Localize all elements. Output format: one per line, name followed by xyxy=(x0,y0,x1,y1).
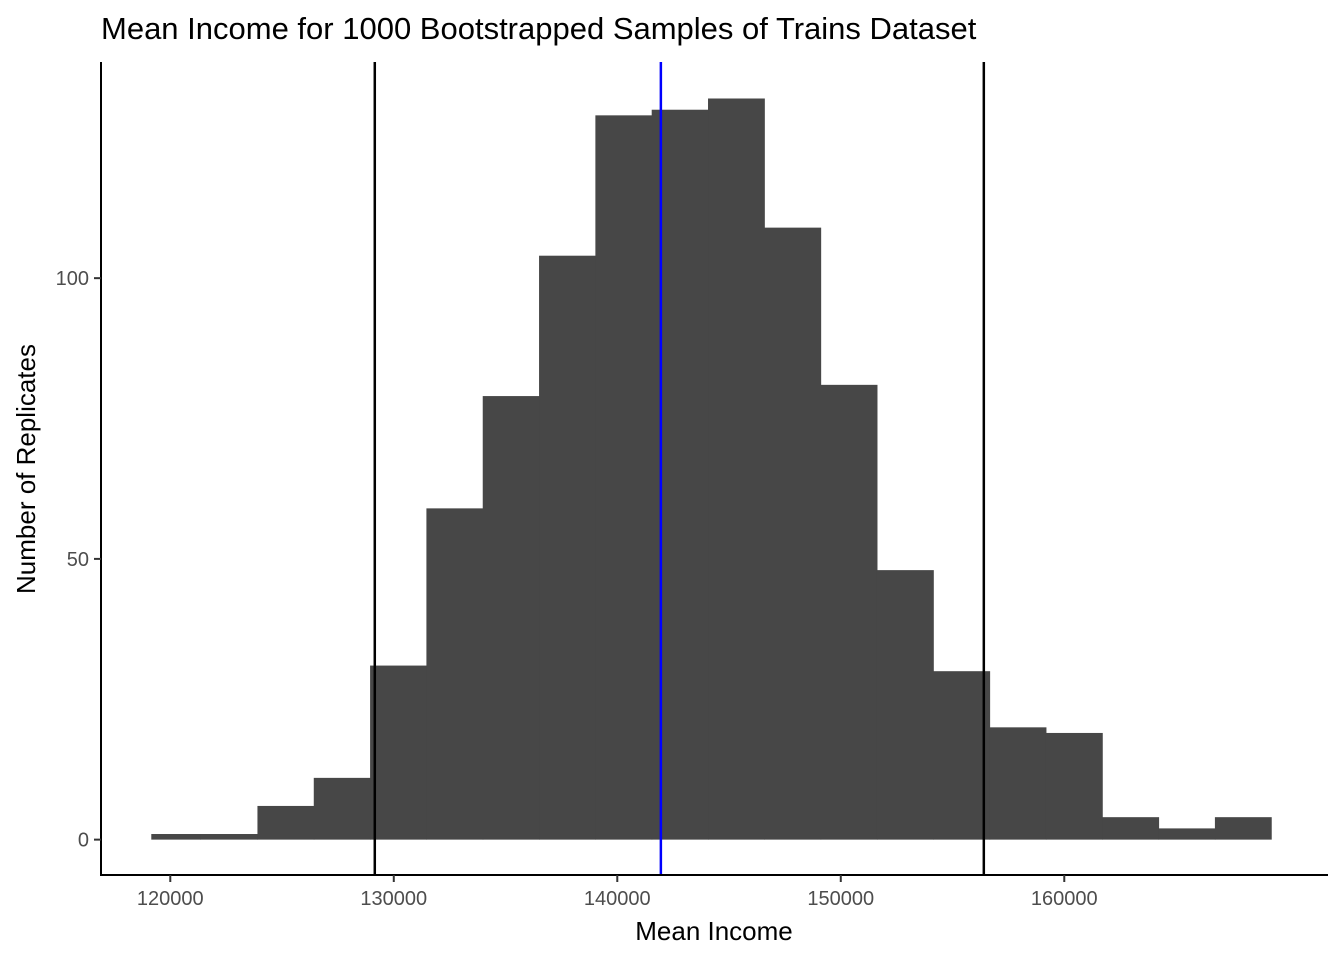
histogram-bar-0 xyxy=(151,834,201,840)
histogram-bar-5 xyxy=(426,508,484,840)
histogram-bar-2 xyxy=(257,805,315,840)
reference-lines xyxy=(373,62,986,875)
histogram-bar-3 xyxy=(313,777,371,840)
x-tick-label: 120000 xyxy=(137,888,204,910)
histogram-bar-18 xyxy=(1158,828,1216,840)
y-tick-label: 100 xyxy=(56,268,89,290)
axes xyxy=(100,62,1328,876)
chart-title: Mean Income for 1000 Bootstrapped Sample… xyxy=(101,11,977,46)
histogram-bar-16 xyxy=(1045,732,1103,840)
histogram-bar-6 xyxy=(482,396,540,840)
y-axis-ticks: 0 50 100 xyxy=(56,268,101,852)
histogram-bar-10 xyxy=(708,98,765,840)
x-axis-ticks: 120000 130000 140000 150000 160000 xyxy=(137,875,1098,910)
x-tick-label: 150000 xyxy=(807,888,874,910)
histogram-bar-14 xyxy=(933,671,991,840)
histogram-bar-19 xyxy=(1214,817,1272,840)
y-tick-label: 0 xyxy=(78,830,89,852)
histogram-bar-15 xyxy=(989,727,1047,840)
histogram-bar-13 xyxy=(876,570,934,840)
x-axis-title: Mean Income xyxy=(635,916,793,946)
x-tick-label: 160000 xyxy=(1031,888,1098,910)
x-tick-label: 130000 xyxy=(360,888,427,910)
histogram-bar-11 xyxy=(764,227,822,840)
histogram-bar-1 xyxy=(200,834,258,840)
histogram-bar-8 xyxy=(595,115,653,840)
x-tick-label: 140000 xyxy=(584,888,651,910)
histogram-bar-7 xyxy=(539,255,596,840)
histogram-bar-12 xyxy=(820,384,878,840)
histogram-bar-17 xyxy=(1102,817,1160,840)
histogram-bars xyxy=(151,98,1272,840)
histogram-bar-4 xyxy=(370,665,427,840)
y-tick-label: 50 xyxy=(67,549,89,571)
y-axis-title: Number of Replicates xyxy=(11,344,41,594)
